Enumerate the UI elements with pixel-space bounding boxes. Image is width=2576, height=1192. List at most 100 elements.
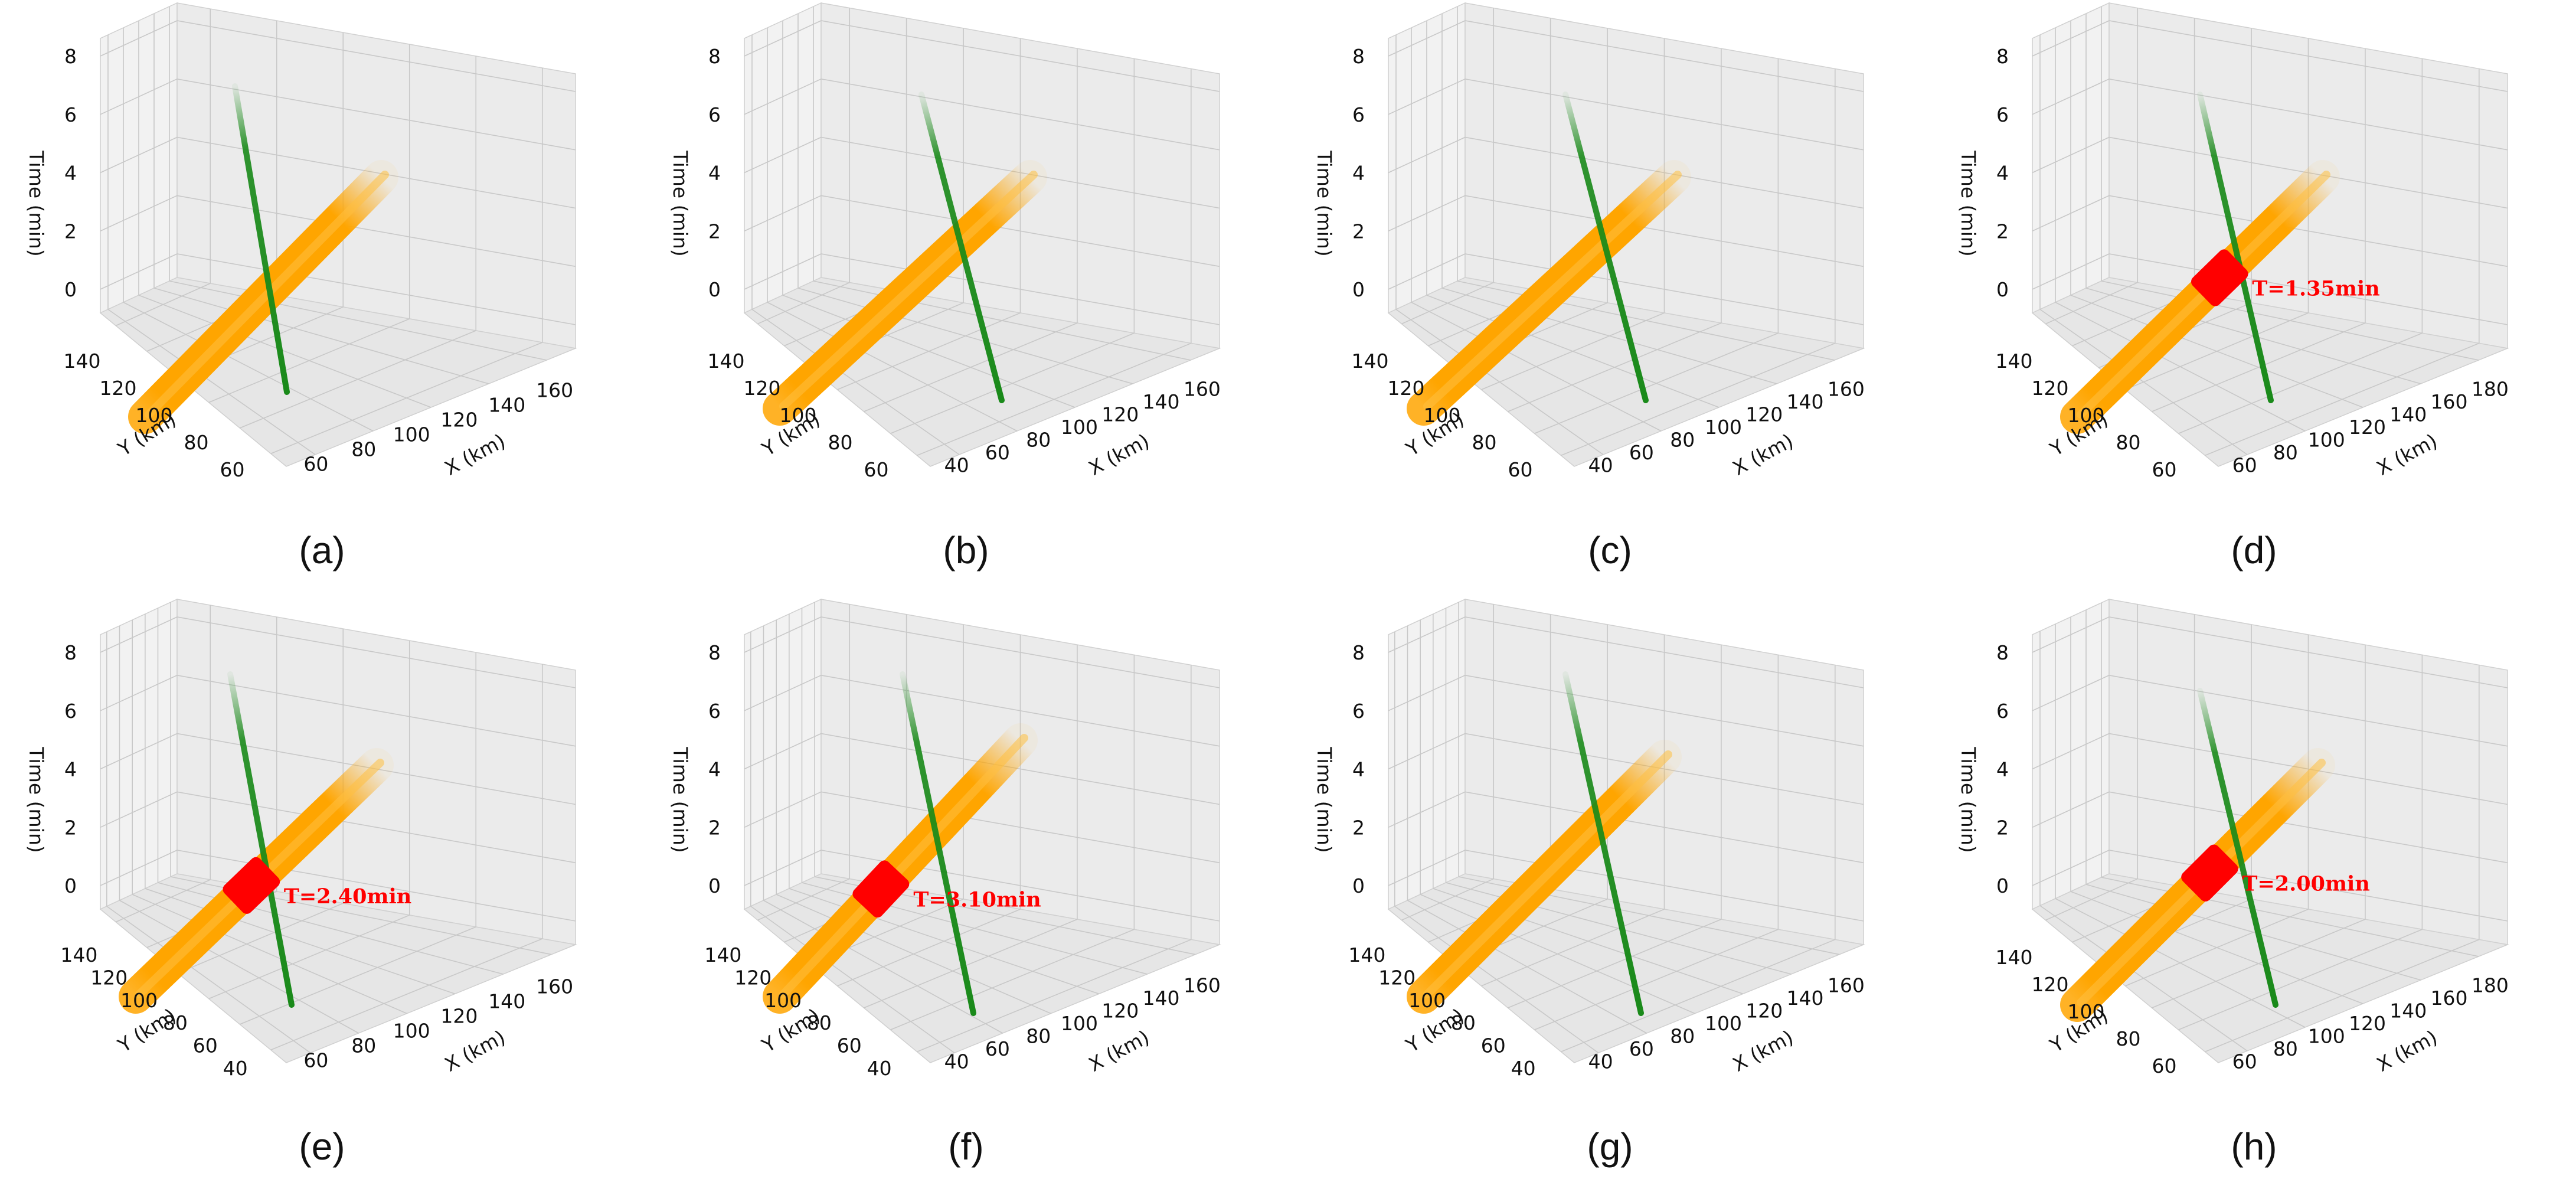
xtick-g-3: 100 <box>1705 1012 1742 1035</box>
collision-marker-h <box>2181 844 2238 902</box>
ytick-f-1: 120 <box>734 966 772 989</box>
xtick-e-1: 80 <box>351 1034 376 1057</box>
ytick-g-2: 100 <box>1408 989 1446 1012</box>
zlabel-f: Time (min) <box>669 746 692 853</box>
xtick-g-1: 60 <box>1629 1037 1654 1060</box>
xtick-f-3: 100 <box>1061 1012 1098 1035</box>
xtick-f-0: 40 <box>944 1050 969 1073</box>
ztick-b-4: 8 <box>708 45 721 68</box>
series-green-track-h <box>2197 688 2278 1008</box>
xtick-d-0: 60 <box>2232 453 2257 476</box>
series-orange-highlight-g <box>1423 750 1672 998</box>
ztick-a-1: 2 <box>64 220 77 243</box>
xtick-d-2: 100 <box>2308 428 2345 451</box>
panel-a: 0 2 4 6 8 140 120 100 80 60 60 80 100 120 140 160 Time (… <box>0 0 644 596</box>
ytick-b-3: 80 <box>828 431 853 454</box>
ytick-b-2: 100 <box>780 404 817 427</box>
xlabel-a: X (km) <box>441 429 509 480</box>
xtick-b-1: 60 <box>985 441 1010 464</box>
caption-e: (e) <box>299 1125 345 1168</box>
ytick-c-1: 120 <box>1388 377 1425 400</box>
ztick-e-1: 2 <box>64 816 77 839</box>
xtick-a-5: 160 <box>536 379 573 402</box>
ytick-a-2: 100 <box>136 404 173 427</box>
xtick-b-3: 100 <box>1061 416 1098 439</box>
ytick-b-4: 60 <box>864 458 889 481</box>
series-orange-highlight-b <box>779 171 1038 410</box>
caption-g: (g) <box>1587 1125 1633 1168</box>
series-green-track-d <box>2197 92 2274 403</box>
xtick-h-2: 100 <box>2308 1024 2345 1047</box>
ytick-c-2: 100 <box>1424 404 1461 427</box>
zlabel-c: Time (min) <box>1313 150 1336 256</box>
xtick-d-5: 160 <box>2431 390 2468 413</box>
pane-left-f <box>744 598 822 910</box>
caption-f: (f) <box>948 1125 984 1168</box>
xtick-a-1: 80 <box>351 438 376 461</box>
zlabel-b: Time (min) <box>669 150 692 256</box>
ztick-d-1: 2 <box>1996 220 2009 243</box>
xtick-b-2: 80 <box>1026 428 1051 451</box>
ytick-e-3: 80 <box>163 1011 188 1034</box>
xtick-f-2: 80 <box>1026 1024 1051 1047</box>
xtick-f-4: 120 <box>1101 1000 1139 1023</box>
xtick-b-4: 120 <box>1101 403 1139 426</box>
zlabel-h: Time (min) <box>1957 746 1980 853</box>
ztick-g-0: 0 <box>1352 874 1365 897</box>
grid-b <box>744 6 1220 456</box>
caption-b: (b) <box>943 529 989 571</box>
ztick-c-3: 6 <box>1352 103 1365 126</box>
ztick-a-4: 8 <box>64 45 77 68</box>
ztick-h-1: 2 <box>1996 816 2009 839</box>
ztick-b-0: 0 <box>708 278 721 301</box>
ztick-b-2: 4 <box>708 162 721 185</box>
ztick-c-1: 2 <box>1352 220 1365 243</box>
xtick-d-1: 80 <box>2273 441 2298 464</box>
ztick-d-0: 0 <box>1996 278 2009 301</box>
series-green-track-a <box>232 83 290 395</box>
xtick-e-0: 60 <box>303 1049 328 1072</box>
xtick-g-4: 120 <box>1745 1000 1783 1023</box>
ytick-e-1: 120 <box>90 966 128 989</box>
ytick-h-4: 60 <box>2152 1054 2177 1077</box>
xtick-c-3: 100 <box>1705 416 1742 439</box>
ytick-d-4: 60 <box>2152 458 2177 481</box>
ytick-f-3: 80 <box>807 1011 832 1034</box>
ytick-b-1: 120 <box>744 377 781 400</box>
xtick-h-1: 80 <box>2273 1037 2298 1060</box>
ytick-a-4: 60 <box>220 458 245 481</box>
ztick-d-2: 4 <box>1996 162 2009 185</box>
ztick-a-0: 0 <box>64 278 77 301</box>
ytick-f-4: 60 <box>837 1034 862 1057</box>
xtick-e-5: 160 <box>536 975 573 998</box>
ytick-e-2: 100 <box>120 989 158 1012</box>
ztick-a-3: 6 <box>64 103 77 126</box>
panel-b: 0 2 4 6 8 140 120 100 80 60 40 60 80 100 120 140 160 Time… <box>644 0 1288 596</box>
xtick-a-2: 100 <box>393 423 430 446</box>
caption-d: (d) <box>2231 529 2277 571</box>
zlabel-d: Time (min) <box>1957 150 1980 256</box>
panel-e: T=2.40min 0 2 4 6 8 140 120 100 80 60 40 60 80 100 120 1… <box>0 596 644 1192</box>
ytick-f-0: 140 <box>704 943 741 966</box>
ztick-h-4: 8 <box>1996 641 2009 664</box>
ztick-c-4: 8 <box>1352 45 1365 68</box>
pane-left-g <box>1388 598 1466 910</box>
xtick-c-0: 40 <box>1588 453 1613 476</box>
ztick-h-0: 0 <box>1996 874 2009 897</box>
ytick-c-3: 80 <box>1472 431 1497 454</box>
ytick-e-4: 60 <box>193 1034 218 1057</box>
collision-marker-e <box>223 857 280 914</box>
panel-g: 0 2 4 6 8 140 120 100 80 60 40 40 60 80 100 120 140 160 Ti… <box>1288 596 1932 1192</box>
plot-a: 0 2 4 6 8 140 120 100 80 60 60 80 100 120 140 160 Time (… <box>25 2 577 481</box>
xtick-a-4: 140 <box>488 394 525 417</box>
collision-marker-f <box>852 860 910 918</box>
ytick-g-1: 120 <box>1378 966 1416 989</box>
ytick-f-5: 40 <box>867 1057 892 1080</box>
ytick-h-2: 100 <box>2068 1000 2105 1023</box>
ytick-a-0: 140 <box>64 350 101 373</box>
pane-left-e <box>100 598 178 910</box>
xtick-c-5: 140 <box>1787 390 1824 413</box>
